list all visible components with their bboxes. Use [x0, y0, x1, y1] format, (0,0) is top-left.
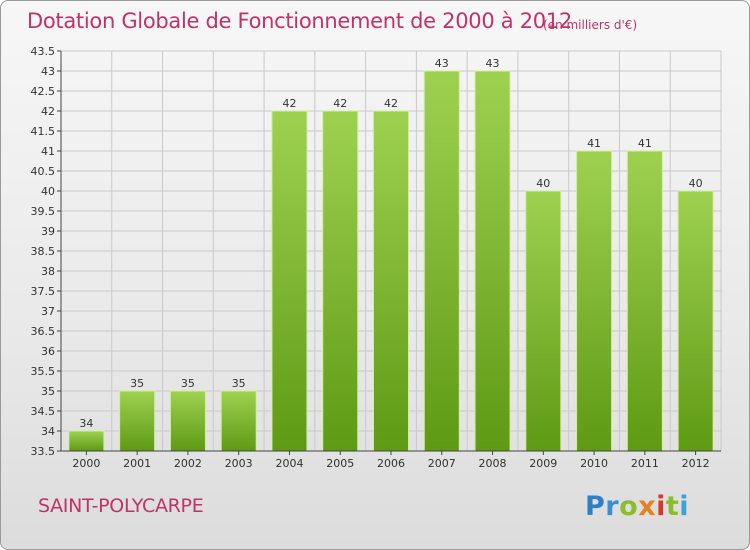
- bar: [525, 190, 562, 452]
- y-tick-label: 37: [41, 305, 55, 318]
- y-tick-label: 34.5: [31, 405, 56, 418]
- y-tick-label: 39.5: [31, 205, 56, 218]
- data-label: 35: [232, 377, 246, 390]
- y-tick-label: 36: [41, 345, 55, 358]
- commune-name: SAINT-POLYCARPE: [38, 495, 204, 517]
- logo-letter: o: [619, 491, 639, 522]
- x-tick-label: 2010: [580, 457, 608, 470]
- data-label: 43: [486, 57, 500, 70]
- x-tick-label: 2012: [682, 457, 710, 470]
- y-tick-label: 43.5: [31, 45, 56, 58]
- data-label: 41: [587, 137, 601, 150]
- bar: [423, 70, 460, 452]
- x-tick-label: 2007: [428, 457, 456, 470]
- data-label: 35: [130, 377, 144, 390]
- y-tick-label: 36.5: [31, 325, 56, 338]
- y-tick-label: 43: [41, 65, 55, 78]
- bar: [271, 110, 308, 452]
- bar: [119, 390, 156, 452]
- logo-letter: P: [585, 491, 606, 522]
- axes: [57, 50, 721, 455]
- y-tick-label: 39: [41, 225, 55, 238]
- bar: [322, 110, 359, 452]
- bar: [626, 150, 663, 452]
- data-label: 42: [384, 97, 398, 110]
- data-label: 42: [282, 97, 296, 110]
- data-label: 40: [536, 177, 550, 190]
- bar: [68, 430, 105, 452]
- data-label: 40: [689, 177, 703, 190]
- y-tick-label: 41: [41, 145, 55, 158]
- logo-letter: r: [605, 491, 620, 522]
- x-tick-label: 2001: [123, 457, 151, 470]
- bar: [373, 110, 409, 452]
- data-label: 35: [181, 377, 195, 390]
- chart-title: Dotation Globale de Fonctionnement de 20…: [27, 9, 572, 33]
- x-tick-label: 2008: [479, 457, 507, 470]
- y-tick-label: 42.5: [31, 85, 56, 98]
- bar: [474, 70, 511, 452]
- x-tick-label: 2005: [326, 457, 354, 470]
- data-label: 42: [333, 97, 347, 110]
- y-tick-label: 33.5: [31, 445, 56, 458]
- y-tick-label: 38.5: [31, 245, 56, 258]
- data-label: 43: [435, 57, 449, 70]
- x-tick-label: 2006: [377, 457, 405, 470]
- bar: [576, 150, 613, 452]
- x-tick-label: 2000: [72, 457, 100, 470]
- labels: 33.5 34 34.5 35 35.5 36 36.5 37 37.5 38 38.5 39 39.5…: [31, 45, 710, 470]
- y-tick-label: 35.5: [31, 365, 56, 378]
- x-tick-label: 2003: [225, 457, 253, 470]
- x-tick-label: 2011: [631, 457, 659, 470]
- data-label: 41: [638, 137, 652, 150]
- logo-letter: i: [656, 491, 666, 522]
- y-tick-label: 41.5: [31, 125, 56, 138]
- bar: [220, 390, 257, 452]
- data-label: 34: [79, 417, 93, 430]
- x-tick-label: 2004: [275, 457, 303, 470]
- proxiti-logo: Proxiti: [585, 491, 689, 522]
- y-tick-label: 37.5: [31, 285, 56, 298]
- x-tick-label: 2009: [529, 457, 557, 470]
- logo-letter: x: [638, 491, 657, 522]
- logo-letter: t: [665, 491, 680, 522]
- bar: [169, 390, 206, 452]
- y-tick-label: 38: [41, 265, 55, 278]
- bars: [68, 70, 714, 452]
- logo-letter: i: [679, 491, 690, 522]
- y-tick-label: 42: [41, 105, 55, 118]
- x-tick-label: 2002: [174, 457, 202, 470]
- y-tick-label: 35: [41, 385, 55, 398]
- chart-unit-note: (en milliers d'€): [543, 18, 638, 32]
- y-tick-label: 34: [41, 425, 55, 438]
- y-tick-label: 40.5: [31, 165, 56, 178]
- y-tick-label: 40: [41, 185, 55, 198]
- bar: [677, 190, 714, 452]
